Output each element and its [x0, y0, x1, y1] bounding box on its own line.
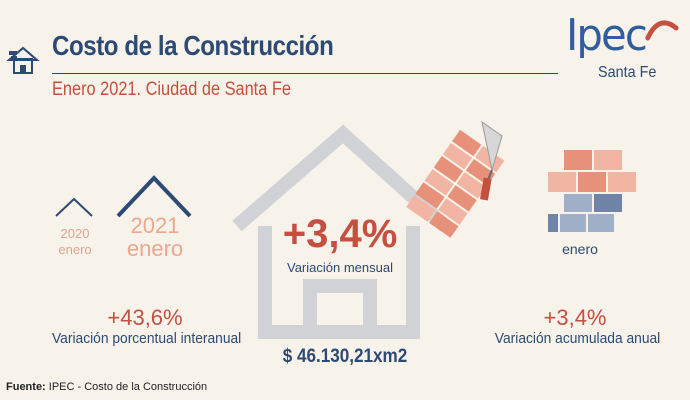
source-label: Fuente: [6, 381, 46, 393]
brick-wall-illustration [548, 150, 636, 232]
ipec-logo-mark: Ipec [566, 10, 679, 61]
svg-text:Ipec: Ipec [566, 10, 646, 58]
monthly-variation-value: +3,4% [282, 212, 398, 256]
title-divider [52, 73, 558, 74]
prev-year: 2020 [60, 226, 90, 241]
cumulative-variation-value: +3,4% [543, 305, 607, 330]
interannual-variation-label: Variación porcentual interanual [52, 330, 242, 347]
cumulative-variation-label: Variación acumulada anual [494, 330, 661, 347]
prev-month: enero [58, 241, 92, 257]
prev-period: 2020 enero [35, 226, 115, 257]
interannual-variation-value: +43,6% [107, 305, 183, 330]
curr-month: enero [126, 236, 184, 262]
price-per-m2: $ 46.130,21xm2 [282, 346, 408, 367]
monthly-variation-label: Variación mensual [287, 260, 393, 275]
small-roof-icon [55, 197, 93, 217]
page-title: Costo de la Construcción [52, 30, 334, 61]
ipec-logo: Ipec [566, 8, 680, 67]
house-illustration [232, 124, 450, 339]
page-subtitle: Enero 2021. Ciudad de Santa Fe [52, 79, 291, 100]
logo-region: Santa Fe [598, 64, 657, 81]
large-roof-icon [116, 175, 192, 218]
cumulative-month: enero [562, 241, 598, 257]
source-text: IPEC - Costo de la Construcción [45, 381, 208, 393]
curr-year: 2021 [130, 213, 180, 238]
house-bricks-icon [6, 46, 40, 74]
bricks-trowel-illustration [406, 120, 505, 238]
source-note: Fuente: IPEC - Costo de la Construcción [6, 381, 207, 393]
curr-period: 2021 enero [110, 214, 200, 260]
